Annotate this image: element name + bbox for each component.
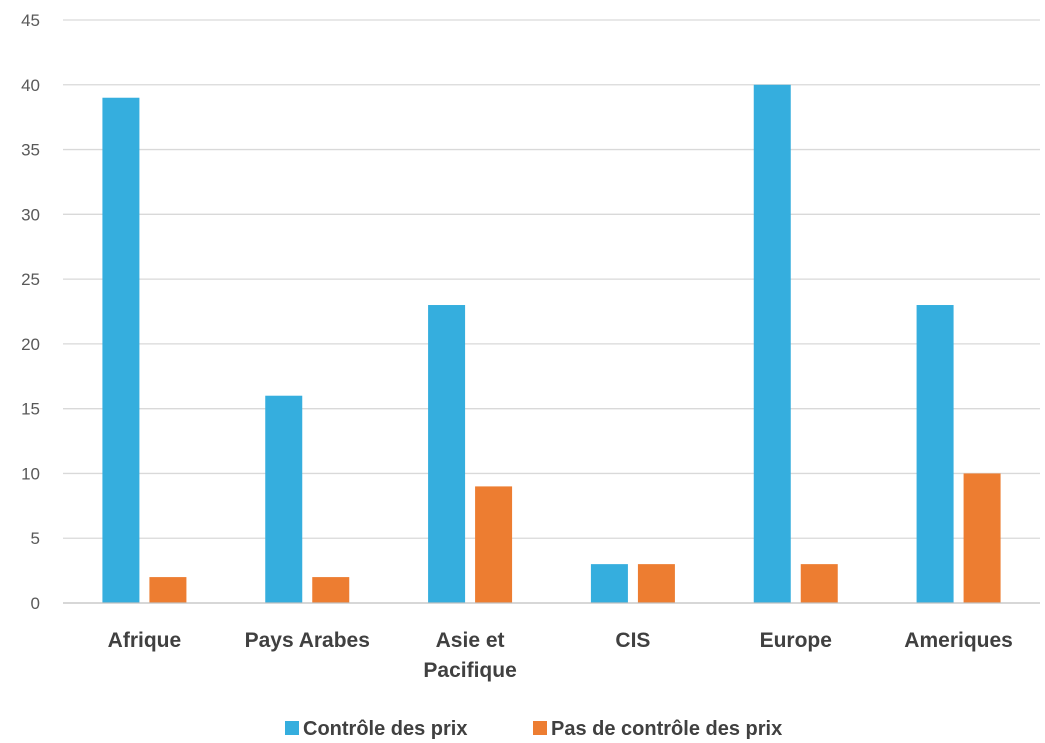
legend: Contrôle des prix Pas de contrôle des pri…	[285, 718, 782, 740]
x-category-label: Afrique	[108, 629, 182, 652]
y-tick-label: 45	[21, 11, 40, 30]
bar-controle	[428, 305, 466, 603]
y-tick-label: 15	[21, 400, 40, 419]
bar-pas-de-controle	[312, 577, 350, 603]
x-category-label: Pays Arabes	[245, 629, 370, 652]
y-tick-label: 35	[21, 141, 40, 160]
y-tick-label: 20	[21, 335, 40, 354]
x-category-label: Pacifique	[423, 659, 516, 682]
x-category-label: Asie et	[436, 629, 505, 652]
y-axis-ticks: 0 5 10 15 20 25 30 35 40 45	[21, 11, 40, 613]
x-category-label: Europe	[760, 629, 832, 652]
bar-pas-de-controle	[800, 564, 838, 603]
y-tick-label: 25	[21, 270, 40, 289]
bar-pas-de-controle	[149, 577, 187, 603]
bar-controle	[102, 97, 140, 603]
y-tick-label: 30	[21, 205, 40, 224]
bar-controle	[265, 395, 303, 603]
legend-label: Contrôle des prix	[303, 718, 467, 740]
x-axis: Afrique Pays Arabes Asie et Pacifique CIS Eur…	[63, 602, 1040, 682]
bar-pas-de-controle	[475, 486, 513, 603]
y-tick-label: 40	[21, 76, 40, 95]
legend-swatch	[533, 721, 547, 735]
legend-swatch	[285, 721, 299, 735]
bar-controle	[590, 564, 628, 603]
y-tick-label: 0	[31, 594, 40, 613]
bar-pas-de-controle	[963, 473, 1001, 603]
x-category-label: CIS	[615, 629, 650, 652]
bar-pas-de-controle	[637, 564, 675, 603]
legend-label: Pas de contrôle des prix	[551, 718, 782, 740]
bar-controle	[916, 305, 954, 603]
y-tick-label: 5	[31, 529, 40, 548]
x-category-label: Ameriques	[904, 629, 1013, 652]
y-tick-label: 10	[21, 464, 40, 483]
gridlines	[63, 19, 1040, 539]
bars	[102, 84, 1001, 604]
bar-controle	[753, 84, 791, 604]
